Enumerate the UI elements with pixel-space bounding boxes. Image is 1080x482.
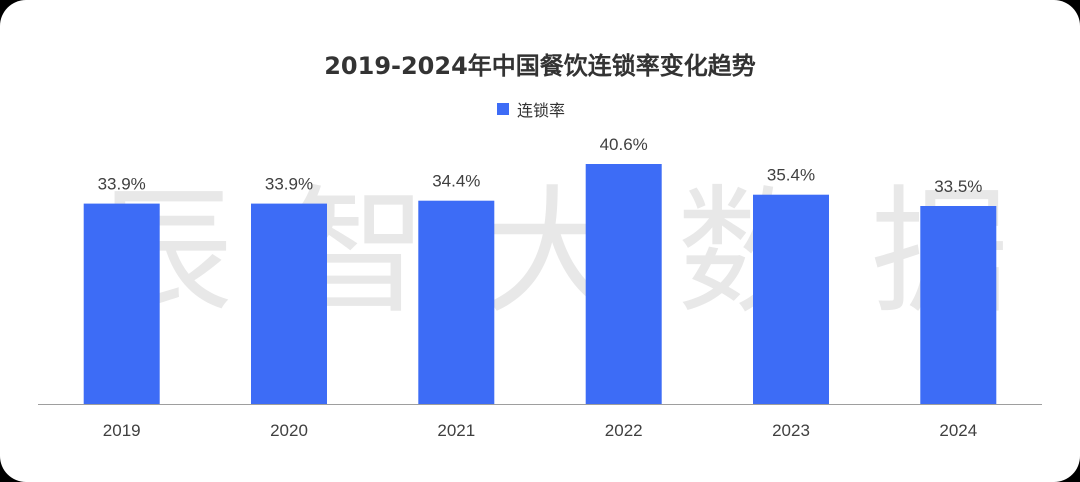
- legend: 连锁率: [497, 98, 565, 120]
- data-label-2024: 33.5%: [934, 177, 982, 196]
- data-label-2021: 34.4%: [432, 172, 480, 191]
- data-label-2022: 40.6%: [600, 135, 648, 154]
- data-label-2020: 33.9%: [265, 175, 313, 194]
- bar-2020: [251, 203, 327, 404]
- x-tick-label-2021: 2021: [437, 421, 475, 440]
- bar-2023: [753, 194, 829, 404]
- bar-2019: [83, 203, 160, 404]
- legend-label: 连锁率: [517, 101, 566, 120]
- bar-2022: [585, 164, 662, 404]
- x-tick-label-2020: 2020: [270, 421, 308, 440]
- bar-2021: [418, 200, 495, 404]
- bar-2024: [920, 206, 997, 404]
- x-tick-label-2024: 2024: [939, 421, 977, 440]
- data-label-2019: 33.9%: [98, 175, 146, 194]
- x-tick-label-2022: 2022: [605, 421, 643, 440]
- x-tick-label-2019: 2019: [103, 421, 141, 440]
- x-tick-label-2023: 2023: [772, 421, 810, 440]
- data-label-2023: 35.4%: [767, 166, 815, 185]
- legend-swatch: [497, 103, 509, 115]
- chart-title: 2019-2024年中国餐饮连锁率变化趋势: [324, 52, 756, 80]
